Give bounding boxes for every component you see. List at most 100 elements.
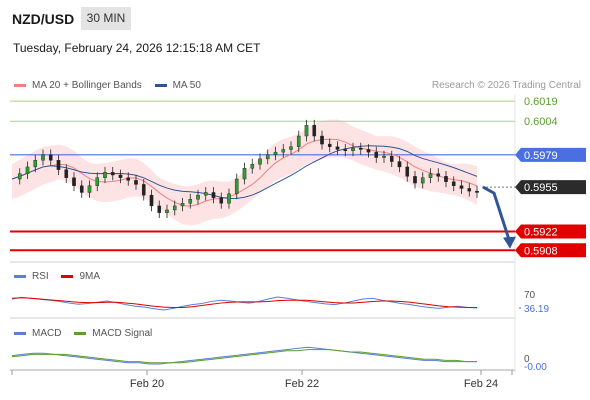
legend-swatch-macd xyxy=(14,331,26,335)
forecast-arrow-line xyxy=(482,185,511,241)
candle-body xyxy=(420,177,425,184)
candle-body xyxy=(234,178,239,195)
candle-body xyxy=(157,205,162,213)
candle-body xyxy=(227,193,231,204)
x-tick-label-feb24: Feb 24 xyxy=(464,378,498,390)
candle-body xyxy=(289,146,293,150)
level-tag-2 xyxy=(515,147,586,162)
currency-pair-title: NZD/USD xyxy=(12,11,75,27)
candle-body xyxy=(281,149,286,153)
candle-body xyxy=(180,203,185,207)
candle-body xyxy=(79,185,84,193)
candle-body xyxy=(366,149,371,153)
legend-swatch-ma20 xyxy=(14,83,26,87)
x-axis-ticks: Feb 20 Feb 22 Feb 24 xyxy=(11,370,513,390)
candle-body xyxy=(258,158,262,165)
candle-body xyxy=(273,151,278,156)
level-label-4: 0.5922 xyxy=(524,226,558,238)
level-label-5: 0.5908 xyxy=(524,245,558,257)
candle-body xyxy=(312,125,317,137)
level-label-0: 0.6019 xyxy=(524,96,558,108)
candle-body xyxy=(149,194,154,207)
candle-body xyxy=(428,173,433,178)
candle-body xyxy=(103,172,107,178)
candle-body xyxy=(56,160,61,170)
level-tag-5 xyxy=(515,243,586,258)
level-tag-4 xyxy=(515,224,586,239)
candle-body xyxy=(405,166,410,177)
candle-body xyxy=(134,180,138,185)
level-tag-3 xyxy=(515,180,586,195)
candle-body xyxy=(118,174,123,178)
legend-rsi-label: RSI xyxy=(32,271,49,282)
candle-body xyxy=(335,146,340,150)
candle-body xyxy=(320,135,324,145)
candle-body xyxy=(351,147,355,152)
forecast-arrow-layer xyxy=(482,185,516,249)
candle-body xyxy=(196,194,200,200)
legend-macd-label: MACD xyxy=(32,328,62,339)
timeframe-badge[interactable]: 30 MIN xyxy=(81,7,131,30)
price-levels-layer: 0.6019 0.6004 0.5979 0.5955 0.5922 0.5908 xyxy=(10,96,586,258)
timestamp: Tuesday, February 24, 2026 12:15:18 AM C… xyxy=(13,41,261,55)
candle-body xyxy=(110,172,115,176)
legend-ma20-label: MA 20 + Bollinger Bands xyxy=(32,80,142,91)
candles-layer xyxy=(17,119,479,219)
ma50-line xyxy=(11,145,478,200)
macd-zero-label: 0 xyxy=(524,354,530,365)
legend-swatch-ma50 xyxy=(154,83,167,87)
candle-body xyxy=(444,176,448,182)
macd-legend: MACD MACD Signal xyxy=(14,328,152,339)
candle-body xyxy=(95,177,100,186)
candle-body xyxy=(436,173,441,177)
candle-body xyxy=(397,161,402,168)
candle-body xyxy=(327,143,332,147)
rsi-9ma-line xyxy=(11,297,477,309)
candle-body xyxy=(304,125,309,137)
candle-body xyxy=(17,173,22,180)
macd-line xyxy=(11,346,477,365)
candle-body xyxy=(459,185,464,189)
legend-ma50-label: MA 50 xyxy=(172,80,201,91)
legend-swatch-macd-signal xyxy=(74,331,87,335)
candle-body xyxy=(413,176,417,184)
candle-body xyxy=(64,169,69,178)
level-label-1: 0.6004 xyxy=(524,116,558,128)
level-label-3: 0.5955 xyxy=(524,182,558,194)
legend-swatch-rsi xyxy=(14,274,26,278)
legend-macd-signal-label: MACD Signal xyxy=(92,328,153,339)
candle-body xyxy=(219,197,224,204)
candle-body xyxy=(296,135,301,147)
candle-body xyxy=(48,154,53,161)
rsi-current-value: 36.19 xyxy=(524,304,549,315)
candle-body xyxy=(374,151,379,158)
candle-body xyxy=(467,188,472,192)
rsi-legend: RSI 9MA xyxy=(14,271,100,282)
rsi-level-70: 70 xyxy=(524,290,536,301)
legend-9ma-label: 9MA xyxy=(79,271,101,282)
candle-body xyxy=(25,166,30,174)
x-tick-label-feb22: Feb 22 xyxy=(285,378,319,390)
credit-text: Research © 2026 Trading Central xyxy=(431,80,581,91)
macd-current-value: -0.00 xyxy=(524,362,547,373)
candle-body xyxy=(87,185,92,193)
candle-body xyxy=(203,192,208,196)
candle-body xyxy=(451,181,456,186)
candle-body xyxy=(389,155,394,162)
candle-body xyxy=(126,177,131,181)
candle-body xyxy=(343,149,348,152)
candle-body xyxy=(33,160,38,168)
candle-body xyxy=(165,209,169,213)
candle-body xyxy=(172,205,177,211)
candle-body xyxy=(41,154,45,161)
candle-body xyxy=(265,154,270,160)
candle-body xyxy=(242,168,247,180)
macd-signal-line xyxy=(11,349,477,364)
x-tick-label-feb20: Feb 20 xyxy=(130,378,164,390)
candle-body xyxy=(141,184,146,196)
candle-body xyxy=(382,155,386,158)
main-legend: MA 20 + Bollinger Bands MA 50 xyxy=(14,80,201,91)
candle-body xyxy=(188,198,193,204)
macd-panel: 0-0.00 xyxy=(11,346,547,373)
